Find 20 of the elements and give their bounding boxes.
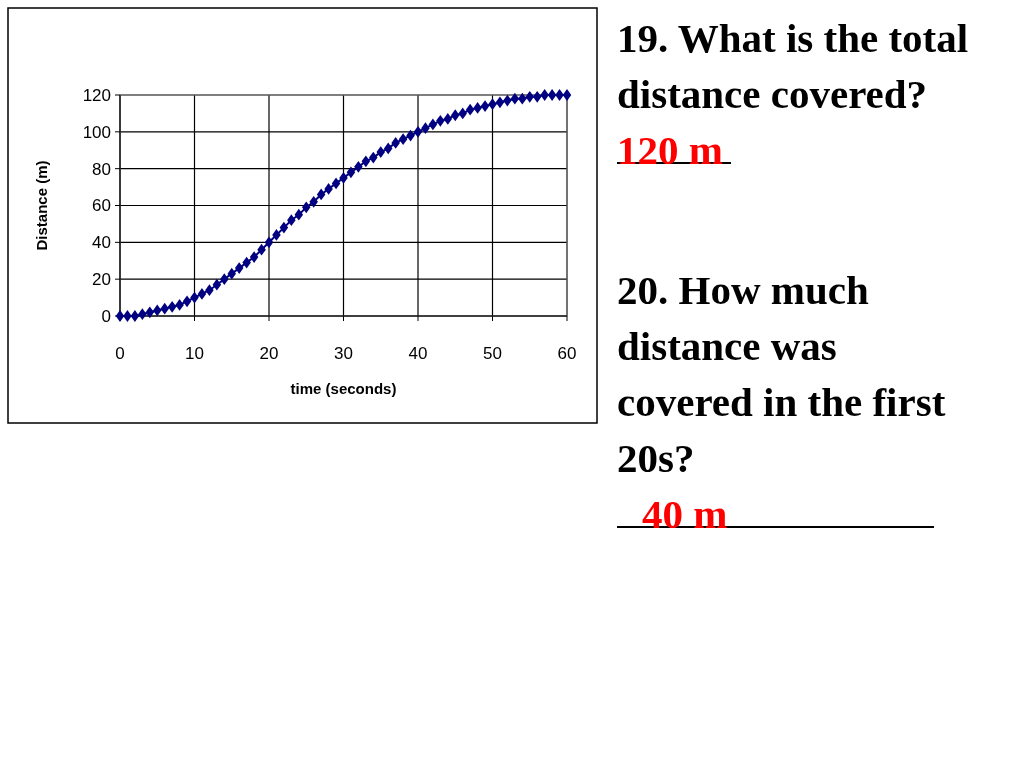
y-tick-label: 0 <box>101 306 111 326</box>
y-tick-label: 100 <box>82 122 111 142</box>
text: 120 m <box>617 126 724 175</box>
x-tick-label: 60 <box>557 344 577 363</box>
x-tick-label: 30 <box>334 344 353 363</box>
x-tick-label: 0 <box>115 344 125 363</box>
y-axis-title: Distance (m) <box>33 160 50 251</box>
text: 40 m <box>641 490 729 539</box>
y-tick-label: 20 <box>92 270 111 290</box>
x-tick-label: 20 <box>259 344 279 363</box>
x-tick-label: 50 <box>483 344 502 363</box>
x-tick-label: 40 <box>408 344 428 363</box>
y-tick-label: 60 <box>92 196 111 216</box>
x-tick-label: 10 <box>185 344 204 363</box>
y-tick-label: 120 <box>82 85 111 105</box>
text: 20. How much distance was covered in the first 20s? <box>617 266 947 483</box>
text: 19. What is the total distance covered? <box>617 14 970 119</box>
y-tick-label: 40 <box>92 233 111 253</box>
y-tick-label: 80 <box>92 159 111 179</box>
x-axis-title: time (seconds) <box>290 380 397 397</box>
